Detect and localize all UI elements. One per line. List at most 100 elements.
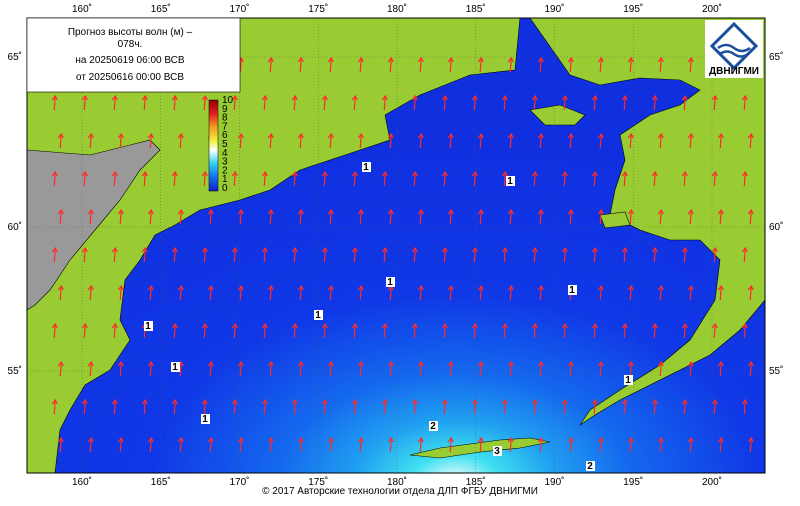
- title: на 20250619 06:00 ВСВ: [75, 55, 184, 66]
- arrow: [111, 170, 118, 187]
- arrow: [117, 132, 124, 149]
- arrow: [507, 436, 514, 453]
- frame: [26, 17, 766, 474]
- arrow: [687, 56, 694, 73]
- arrow: [501, 398, 508, 415]
- arrow: [357, 436, 364, 453]
- lat-label: 65˚: [769, 51, 783, 63]
- arrow: [327, 208, 334, 225]
- arrow: [147, 436, 154, 453]
- logo: [709, 21, 759, 71]
- contour-label-box: [568, 285, 577, 295]
- arrow: [111, 322, 118, 339]
- contour-label-box: [506, 176, 515, 186]
- arrow: [267, 56, 274, 73]
- arrow: [207, 436, 214, 453]
- arrow: [417, 208, 424, 225]
- lon-label: 185˚: [466, 3, 486, 15]
- arrow: [507, 360, 514, 377]
- lon-label: 190˚: [544, 3, 564, 15]
- arrow: [477, 208, 484, 225]
- arrow: [357, 132, 364, 149]
- arrow: [711, 94, 718, 111]
- arrow: [447, 436, 454, 453]
- arrow: [297, 284, 304, 301]
- arrow: [267, 284, 274, 301]
- arrow: [471, 398, 478, 415]
- arrow: [501, 246, 508, 263]
- contour-label: 1: [507, 176, 513, 187]
- arrow: [171, 246, 178, 263]
- arrow: [657, 56, 664, 73]
- arrow: [501, 170, 508, 187]
- arrow: [411, 94, 418, 111]
- arrow: [687, 132, 694, 149]
- arrow: [237, 132, 244, 149]
- arrow: [297, 208, 304, 225]
- arrow: [417, 56, 424, 73]
- lat-label: 60˚: [769, 221, 783, 233]
- arrow: [57, 208, 64, 225]
- arrow: [567, 436, 574, 453]
- logo-text: ДВНИГМИ: [709, 66, 759, 77]
- colorbar-label: 8: [222, 113, 228, 124]
- arrow: [597, 436, 604, 453]
- colorbar-label: 0: [222, 183, 228, 194]
- arrow: [177, 436, 184, 453]
- title: 078ч.: [118, 39, 143, 50]
- arrow: [561, 398, 568, 415]
- arrow: [327, 360, 334, 377]
- arrow: [531, 246, 538, 263]
- arrow: [651, 94, 658, 111]
- arrow: [681, 246, 688, 263]
- arrow: [711, 398, 718, 415]
- arrow: [417, 284, 424, 301]
- arrow: [351, 170, 358, 187]
- lon-label: 175˚: [308, 3, 328, 15]
- contour-label-box: [429, 421, 438, 431]
- arrow: [627, 284, 634, 301]
- arrow: [597, 284, 604, 301]
- arrow: [507, 284, 514, 301]
- arrow: [651, 322, 658, 339]
- arrow: [117, 360, 124, 377]
- arrow: [537, 56, 544, 73]
- contour-label-box: [493, 446, 502, 456]
- arrow: [561, 246, 568, 263]
- colorbar: [208, 99, 219, 192]
- arrow: [531, 322, 538, 339]
- colorbar-label: 3: [222, 157, 228, 168]
- arrow: [651, 170, 658, 187]
- contour-label: 2: [587, 461, 593, 472]
- arrow: [537, 436, 544, 453]
- arrow: [597, 56, 604, 73]
- arrow: [441, 94, 448, 111]
- arrow: [177, 132, 184, 149]
- arrow: [267, 208, 274, 225]
- arrow: [261, 398, 268, 415]
- arrow: [351, 246, 358, 263]
- contour-label-box: [362, 162, 371, 172]
- arrow: [621, 94, 628, 111]
- arrow: [291, 170, 298, 187]
- arrow: [81, 398, 88, 415]
- arrow: [477, 436, 484, 453]
- colorbar-label: 7: [222, 121, 228, 132]
- arrow: [441, 170, 448, 187]
- arrow: [237, 360, 244, 377]
- arrow: [291, 322, 298, 339]
- arrow: [381, 94, 388, 111]
- arrow: [171, 322, 178, 339]
- arrow: [297, 360, 304, 377]
- arrow: [417, 436, 424, 453]
- island: [529, 104, 586, 126]
- arrow: [591, 322, 598, 339]
- arrow: [147, 132, 154, 149]
- arrow: [327, 436, 334, 453]
- arrow: [507, 208, 514, 225]
- lat-label: 55˚: [769, 365, 783, 377]
- arrow: [687, 284, 694, 301]
- arrow: [627, 132, 634, 149]
- arrow: [747, 132, 754, 149]
- arrow: [117, 284, 124, 301]
